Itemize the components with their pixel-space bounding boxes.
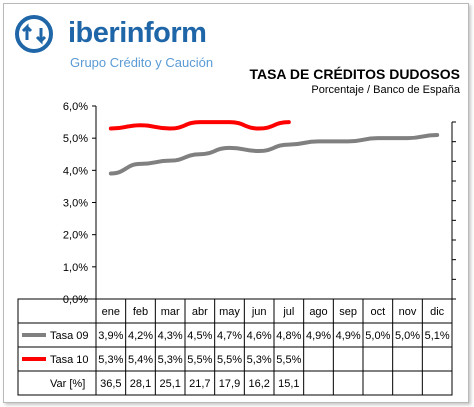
brand-name: iberinform — [68, 17, 207, 49]
y-tick-label: 6,0% — [63, 101, 88, 113]
series-line-2 — [108, 120, 291, 131]
chart-frame — [3, 3, 469, 403]
y-tick-label: 0,0% — [63, 294, 88, 306]
table-cell: 4,9% — [306, 330, 331, 342]
table-cell: 5,3% — [98, 354, 123, 366]
x-tick-label: jul — [282, 306, 294, 318]
y-tick-label: 4,0% — [63, 165, 88, 177]
y-tick-label: 2,0% — [63, 230, 88, 242]
x-tick-label: mar — [161, 306, 180, 318]
brand-tagline: Grupo Crédito y Caución — [70, 55, 214, 70]
iberinform-logo-icon — [15, 15, 53, 53]
table-cell: 16,2 — [248, 378, 269, 390]
x-tick-label: oct — [370, 306, 385, 318]
table-cell: 4,5% — [187, 330, 212, 342]
table-cell: 21,7 — [189, 378, 210, 390]
table-cell: 5,5% — [276, 354, 301, 366]
y-tick-label: 5,0% — [63, 133, 88, 145]
x-tick-label: jun — [251, 306, 267, 318]
table-cell: 36,5 — [100, 378, 121, 390]
x-tick-label: nov — [399, 306, 417, 318]
table-cell: 4,3% — [158, 330, 183, 342]
table-cell: 5,0% — [395, 330, 420, 342]
table-cell: 5,3% — [158, 354, 183, 366]
legend-label: Tasa 10 — [50, 354, 89, 366]
table-cell: 4,2% — [128, 330, 153, 342]
y-tick-label: 1,0% — [63, 262, 88, 274]
x-tick-label: ago — [309, 306, 327, 318]
table-cell: 5,5% — [187, 354, 212, 366]
table-cell: 4,8% — [276, 330, 301, 342]
chart-subtitle: Porcentaje / Banco de España — [311, 84, 460, 96]
table-cell: 17,9 — [219, 378, 240, 390]
table-cell: 28,1 — [130, 378, 151, 390]
x-tick-label: may — [219, 306, 240, 318]
x-tick-label: abr — [192, 306, 208, 318]
table-cell: 4,6% — [247, 330, 272, 342]
table-cell: 5,3% — [247, 354, 272, 366]
legend-label: Tasa 09 — [50, 330, 89, 342]
table-cell: 5,5% — [217, 354, 242, 366]
table-cell: 4,9% — [336, 330, 361, 342]
table-cell: 25,1 — [159, 378, 180, 390]
chart-title: TASA DE CRÉDITOS DUDOSOS — [249, 66, 460, 82]
x-tick-label: sep — [339, 306, 357, 318]
table-cell: 15,1 — [278, 378, 299, 390]
table-cell: 4,7% — [217, 330, 242, 342]
table-cell: 5,1% — [425, 330, 450, 342]
table-row-label: Var [%] — [50, 378, 85, 390]
x-tick-label: feb — [133, 306, 148, 318]
table-cell: 5,0% — [365, 330, 390, 342]
table-cell: 3,9% — [98, 330, 123, 342]
x-tick-label: dic — [430, 306, 445, 318]
x-tick-label: ene — [102, 306, 120, 318]
series-line-1 — [108, 132, 440, 176]
y-tick-label: 3,0% — [63, 198, 88, 210]
table-cell: 5,4% — [128, 354, 153, 366]
